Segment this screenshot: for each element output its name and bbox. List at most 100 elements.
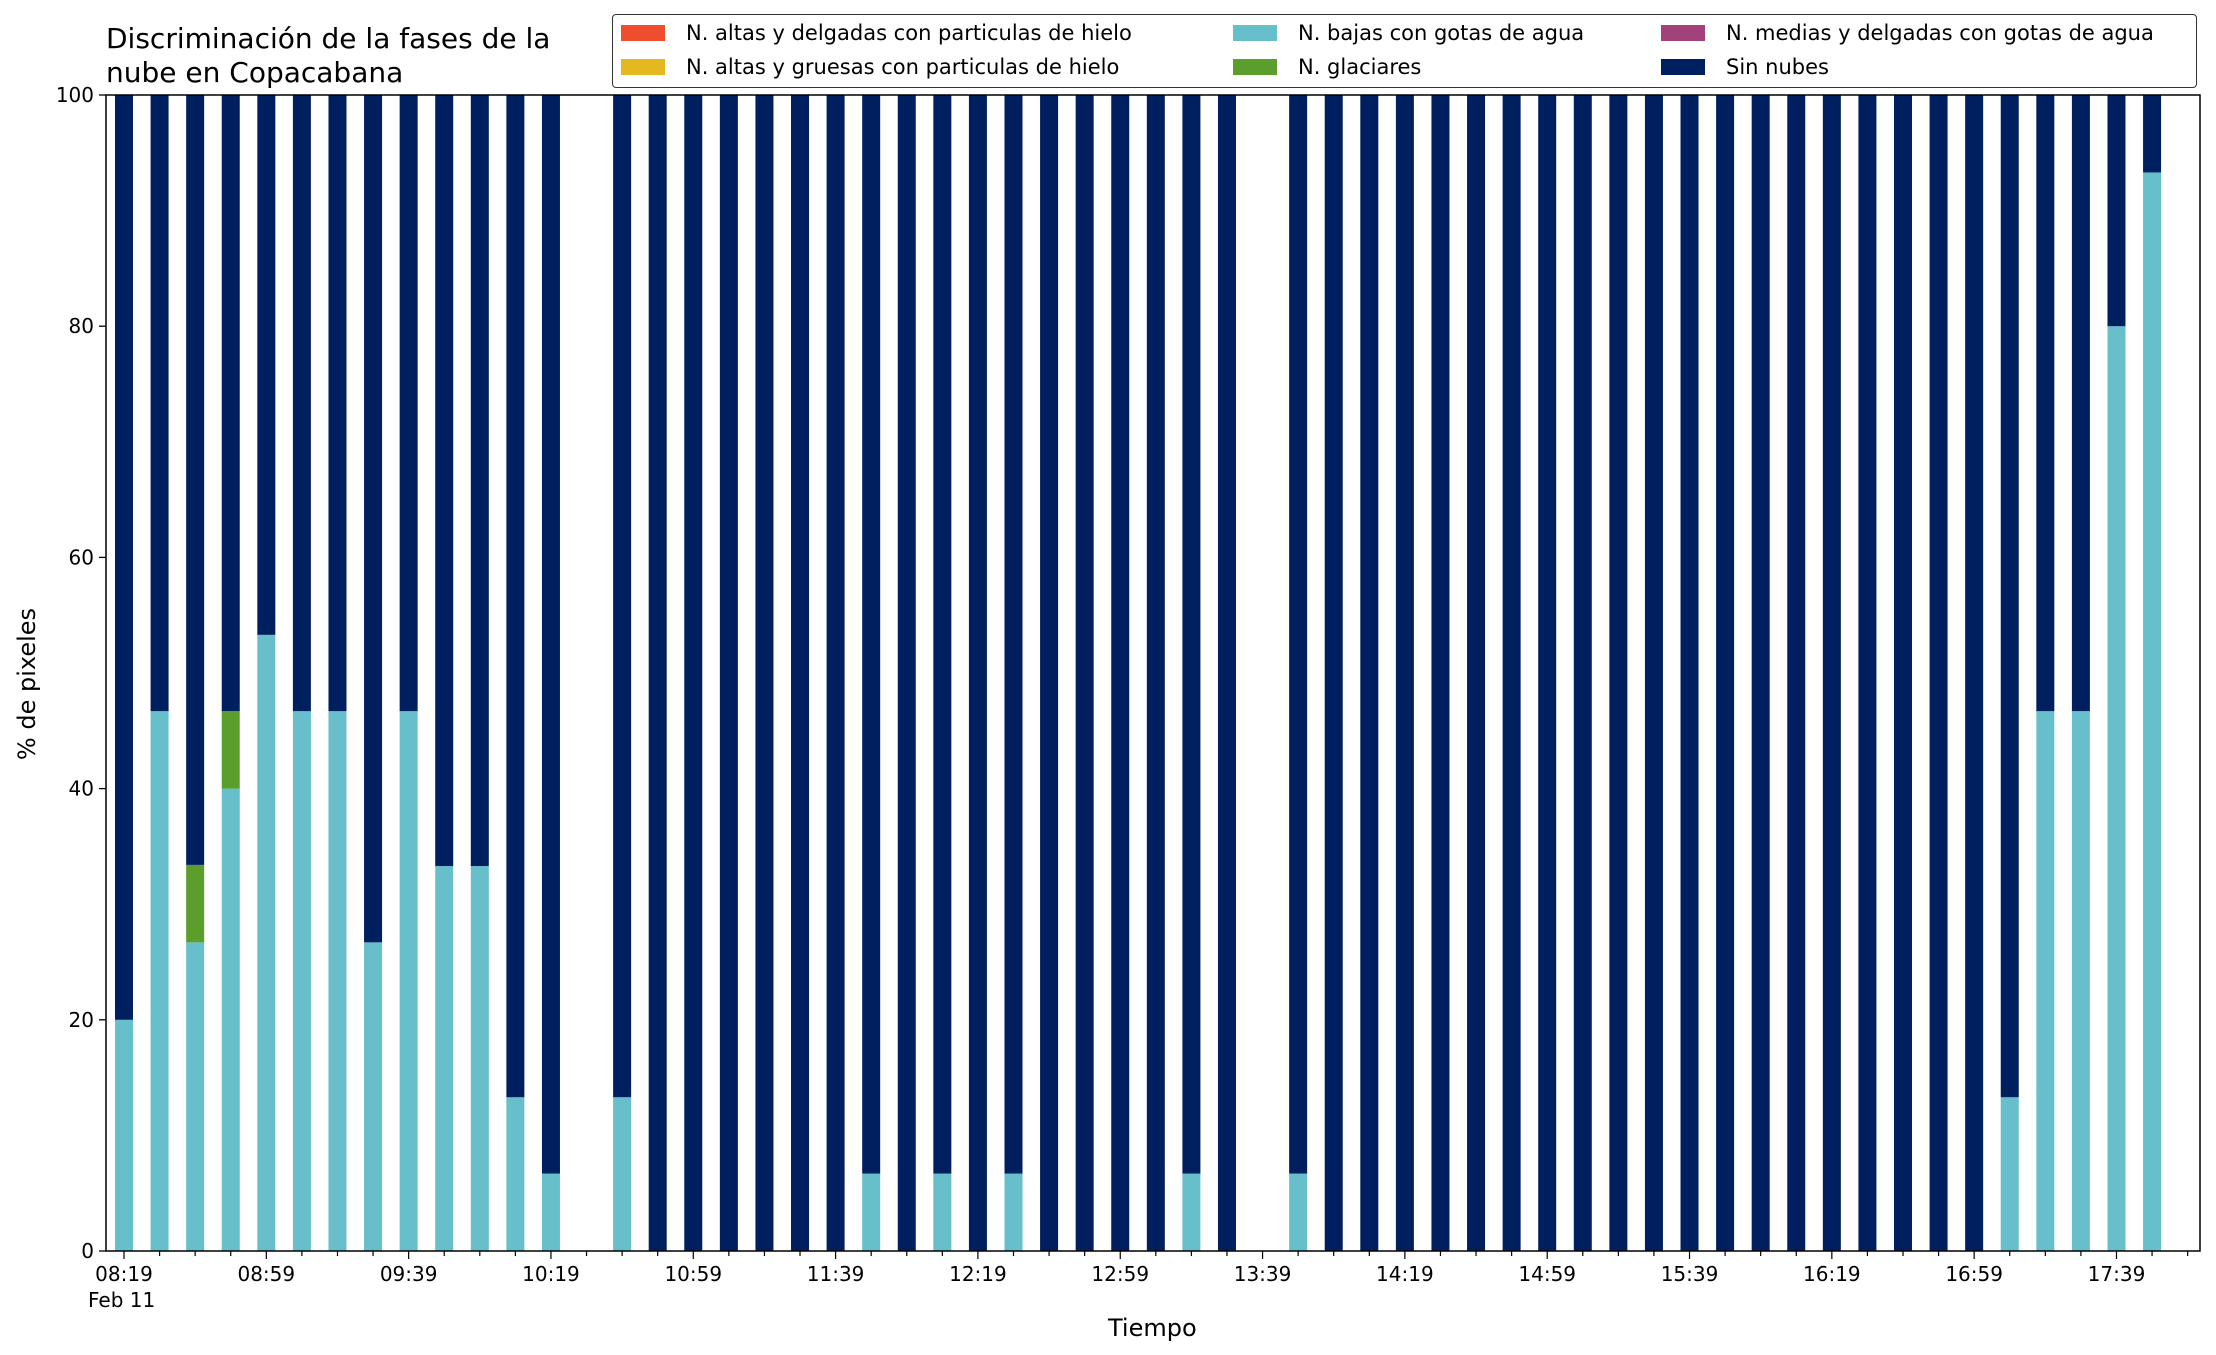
bar-segment-5-18 bbox=[755, 95, 774, 1251]
bar-segment-5-39 bbox=[1502, 95, 1521, 1251]
legend-label: N. medias y delgadas con gotas de agua bbox=[1726, 21, 2154, 45]
bar-segment-2-53 bbox=[2000, 1097, 2019, 1251]
bar-segment-5-28 bbox=[1111, 95, 1130, 1251]
y-tick-label: 60 bbox=[69, 545, 94, 569]
bar-segment-5-45 bbox=[1716, 95, 1735, 1251]
legend-item: Sin nubes bbox=[1661, 52, 1829, 82]
bar-segment-2-57 bbox=[2143, 172, 2162, 1252]
legend-label: N. altas y delgadas con particulas de hi… bbox=[686, 21, 1132, 45]
bar-segment-5-52 bbox=[1965, 95, 1984, 1251]
bar-segment-2-23 bbox=[933, 1173, 952, 1251]
bar-segment-5-21 bbox=[862, 95, 881, 1174]
bar-segment-5-20 bbox=[826, 95, 845, 1251]
x-tick-label: 08:59 bbox=[237, 1262, 295, 1286]
x-tick-label: 16:19 bbox=[1803, 1262, 1861, 1286]
y-tick-label: 40 bbox=[69, 777, 94, 801]
bar-segment-5-30 bbox=[1182, 95, 1201, 1174]
legend-swatch bbox=[1233, 59, 1277, 75]
y-tick-label: 0 bbox=[81, 1239, 94, 1263]
x-tick-label: 17:39 bbox=[2088, 1262, 2146, 1286]
bar-segment-2-54 bbox=[2036, 711, 2055, 1251]
bar-segment-5-7 bbox=[364, 95, 383, 943]
x-tick-label: 12:19 bbox=[949, 1262, 1007, 1286]
legend-swatch bbox=[621, 59, 665, 75]
bar-segment-5-26 bbox=[1040, 95, 1059, 1251]
bar-segment-5-54 bbox=[2036, 95, 2055, 712]
bar-segment-2-8 bbox=[399, 711, 418, 1251]
bar-segment-5-49 bbox=[1858, 95, 1877, 1251]
legend-label: N. altas y gruesas con particulas de hie… bbox=[686, 55, 1120, 79]
bar-segment-2-21 bbox=[862, 1173, 881, 1251]
bar-segment-5-56 bbox=[2107, 95, 2126, 327]
bar-segment-5-53 bbox=[2000, 95, 2019, 1098]
bar-segment-2-3 bbox=[221, 788, 240, 1251]
legend-swatch bbox=[1661, 25, 1705, 41]
bar-segment-2-30 bbox=[1182, 1173, 1201, 1251]
x-axis-label: Tiempo bbox=[1108, 1314, 1197, 1342]
axes-layer: 0 20 40 60 80 100 08:19 08:59 09:39 10:19 10:59 11:… bbox=[56, 83, 2201, 1286]
x-tick-label: 08:19 bbox=[95, 1262, 153, 1286]
bar-segment-2-2 bbox=[186, 942, 205, 1251]
bar-segment-5-16 bbox=[684, 95, 703, 1251]
bar-segment-5-42 bbox=[1609, 95, 1628, 1251]
bar-segment-5-14 bbox=[613, 95, 632, 1098]
bar-segment-3-2 bbox=[186, 864, 205, 943]
bar-segment-2-10 bbox=[470, 866, 489, 1251]
bar-segment-5-29 bbox=[1146, 95, 1165, 1251]
bar-segment-5-36 bbox=[1395, 95, 1414, 1251]
bar-segment-5-35 bbox=[1360, 95, 1379, 1251]
x-tick-label: 14:59 bbox=[1518, 1262, 1576, 1286]
bar-segment-5-15 bbox=[648, 95, 667, 1251]
bar-segment-5-24 bbox=[968, 95, 987, 1251]
legend-item: N. altas y delgadas con particulas de hi… bbox=[621, 18, 1132, 48]
legend-item: N. altas y gruesas con particulas de hie… bbox=[621, 52, 1119, 82]
bar-segment-2-14 bbox=[613, 1097, 632, 1251]
x-tick-label: 10:19 bbox=[522, 1262, 580, 1286]
bar-segment-5-55 bbox=[2071, 95, 2090, 712]
bar-segment-2-55 bbox=[2071, 711, 2090, 1251]
legend-label: Sin nubes bbox=[1726, 55, 1829, 79]
bar-segment-5-25 bbox=[1004, 95, 1023, 1174]
bar-segment-5-9 bbox=[435, 95, 454, 867]
bar-segment-5-47 bbox=[1787, 95, 1806, 1251]
bar-segment-5-4 bbox=[257, 95, 276, 635]
bars-layer bbox=[115, 95, 2162, 1252]
bar-segment-2-25 bbox=[1004, 1173, 1023, 1251]
bar-segment-2-11 bbox=[506, 1097, 525, 1251]
x-tick-label: 10:59 bbox=[664, 1262, 722, 1286]
bar-segment-5-34 bbox=[1324, 95, 1343, 1251]
bar-segment-5-48 bbox=[1822, 95, 1841, 1251]
legend-item: N. medias y delgadas con gotas de agua bbox=[1661, 18, 2154, 48]
legend-label: N. bajas con gotas de agua bbox=[1298, 21, 1585, 45]
x-tick-label: 11:39 bbox=[807, 1262, 865, 1286]
legend-swatch bbox=[621, 25, 665, 41]
legend-item: N. glaciares bbox=[1233, 52, 1421, 82]
bar-segment-2-33 bbox=[1289, 1173, 1308, 1251]
bar-segment-5-57 bbox=[2143, 95, 2162, 173]
x-tick-label: 13:39 bbox=[1234, 1262, 1292, 1286]
bar-segment-2-0 bbox=[115, 1019, 133, 1251]
legend-item: N. bajas con gotas de agua bbox=[1233, 18, 1584, 48]
bar-segment-5-19 bbox=[791, 95, 810, 1251]
legend: N. altas y delgadas con particulas de hi… bbox=[612, 14, 2197, 88]
bar-segment-5-37 bbox=[1431, 95, 1450, 1251]
chart-title: Discriminación de la fases de la nube en … bbox=[106, 22, 551, 89]
bar-segment-2-4 bbox=[257, 634, 276, 1251]
bar-segment-2-56 bbox=[2107, 326, 2126, 1251]
bar-segment-2-9 bbox=[435, 866, 454, 1251]
bar-segment-5-41 bbox=[1573, 95, 1592, 1251]
bar-segment-5-44 bbox=[1680, 95, 1699, 1251]
bar-segment-5-23 bbox=[933, 95, 952, 1174]
legend-label: N. glaciares bbox=[1298, 55, 1422, 79]
bar-segment-5-3 bbox=[221, 95, 240, 712]
bar-segment-5-31 bbox=[1217, 95, 1236, 1251]
bar-segment-5-33 bbox=[1289, 95, 1308, 1174]
x-tick-label: 12:59 bbox=[1091, 1262, 1149, 1286]
bar-segment-5-22 bbox=[897, 95, 916, 1251]
x-tick-label: 09:39 bbox=[380, 1262, 438, 1286]
bar-segment-5-43 bbox=[1644, 95, 1663, 1251]
legend-swatch bbox=[1661, 59, 1705, 75]
bar-segment-5-46 bbox=[1751, 95, 1770, 1251]
y-tick-label: 20 bbox=[69, 1008, 94, 1032]
bar-segment-5-11 bbox=[506, 95, 525, 1098]
